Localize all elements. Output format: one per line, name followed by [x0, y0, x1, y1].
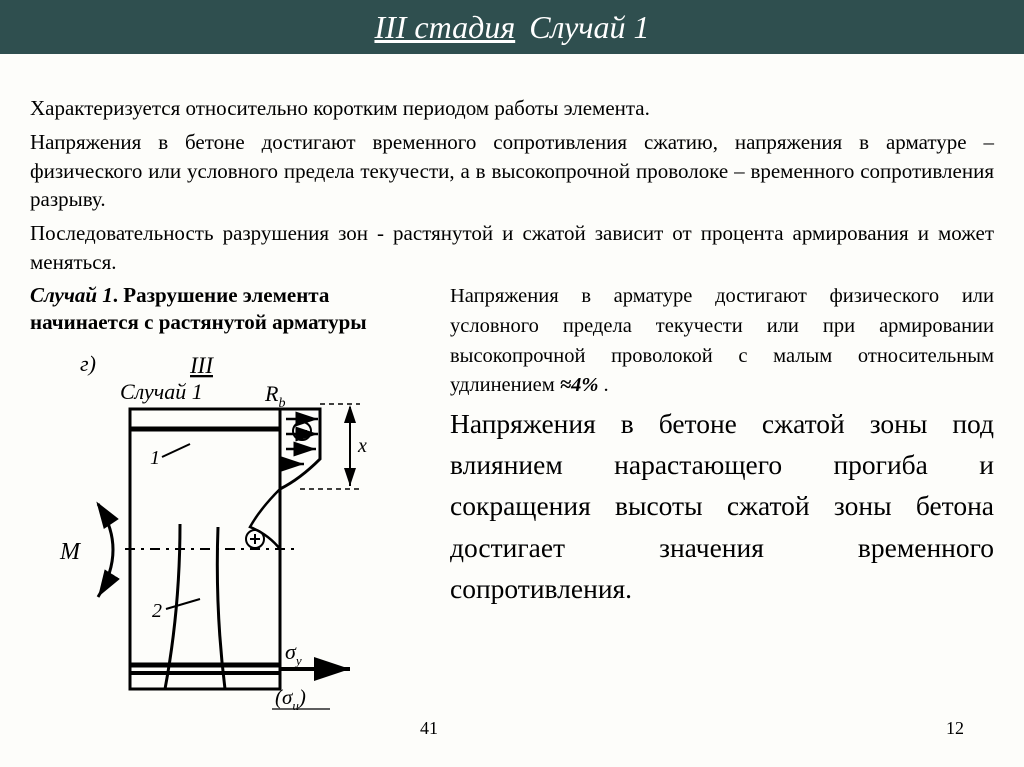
page-numbers: 41 12	[0, 718, 1024, 739]
diagram-svg: г) III Случай 1 Rb	[50, 349, 410, 719]
right-pct: ≈4%	[560, 374, 599, 396]
case-label: Случай 1	[529, 9, 649, 46]
marker-2: 2	[152, 600, 162, 622]
intro-paragraph-1: Характеризуется относительно коротким пе…	[30, 94, 994, 122]
right-small-a: Напряжения в арматуре достигают физическ…	[450, 285, 994, 396]
case1-label: Случай 1	[30, 283, 113, 307]
marker-1: 1	[150, 447, 160, 469]
leader-2	[166, 599, 200, 609]
right-small-b: .	[598, 374, 608, 396]
case1-heading: Случай 1. Разрушение элемента начинается…	[30, 282, 420, 337]
stage-roman: III	[189, 353, 214, 378]
x-dim-label: x	[357, 435, 367, 457]
right-paragraph-large: Напряжения в бетоне сжатой зоны под влия…	[450, 403, 994, 609]
sigma-y-label: σy	[285, 639, 302, 668]
left-column: Случай 1. Разрушение элемента начинается…	[30, 282, 420, 719]
stress-diagram: г) III Случай 1 Rb	[30, 349, 420, 719]
right-column: Напряжения в арматуре достигают физическ…	[420, 282, 994, 719]
slide-body: Характеризуется относительно коротким пе…	[0, 54, 1024, 719]
corner-label: г)	[80, 351, 96, 376]
Rb-label: Rb	[264, 381, 285, 411]
two-column-area: Случай 1. Разрушение элемента начинается…	[30, 282, 994, 719]
moment-arrow	[98, 504, 113, 597]
slide-title-bar: III стадия Случай 1	[0, 0, 1024, 54]
page-number-left: 41	[420, 718, 438, 739]
leader-1	[162, 444, 190, 457]
intro-paragraph-3: Последовательность разрушения зон - раст…	[30, 219, 994, 276]
case-cursive: Случай 1	[120, 379, 203, 404]
moment-M: M	[59, 539, 82, 565]
phase-label: III стадия	[374, 9, 515, 46]
intro-paragraph-2: Напряжения в бетоне достигают временного…	[30, 128, 994, 213]
right-paragraph-small: Напряжения в арматуре достигают физическ…	[450, 282, 994, 401]
page-number-right: 12	[946, 718, 964, 739]
